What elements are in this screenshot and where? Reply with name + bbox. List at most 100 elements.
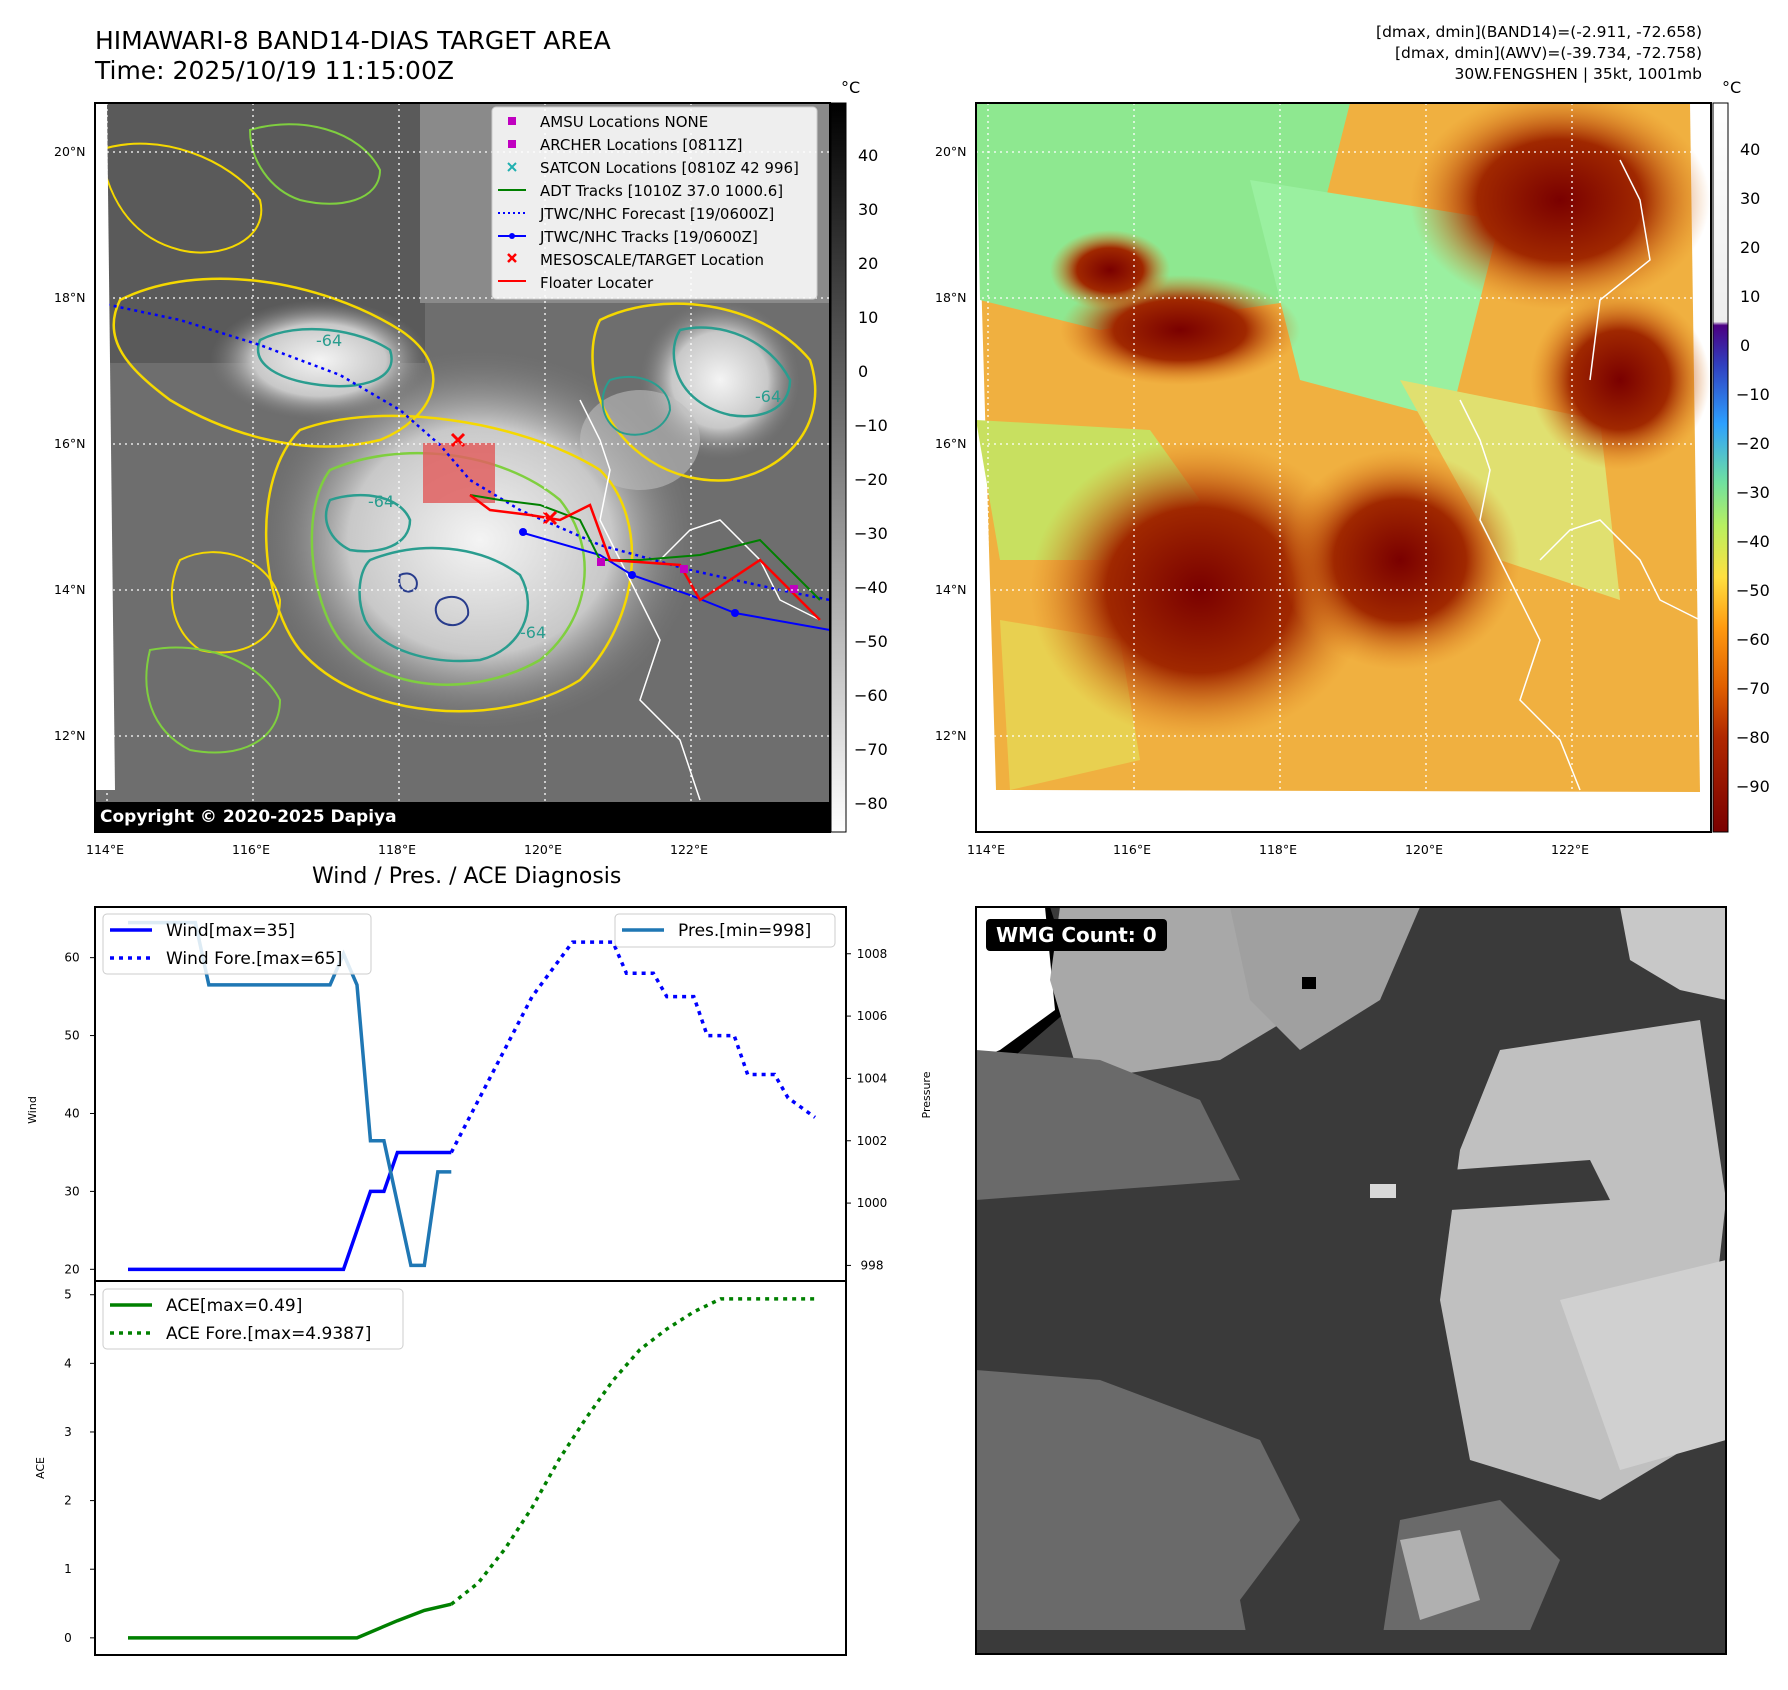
cbar-label: −70: [854, 740, 888, 759]
cbar-label: −40: [1736, 532, 1770, 551]
cbar-label: 40: [858, 146, 879, 165]
lat-label: 12°N: [54, 728, 86, 743]
wind-series-line: [128, 1150, 452, 1272]
lat-label: 14°N: [935, 582, 967, 597]
contour-label: -64: [755, 387, 781, 406]
diagnosis-title: Wind / Pres. / ACE Diagnosis: [312, 864, 622, 889]
left-colorbar-unit: °C: [841, 78, 861, 97]
cbar-label: −10: [854, 416, 888, 435]
color-ir-imagery: [976, 103, 1711, 832]
legend-archer: ARCHER Locations [0811Z]: [540, 136, 743, 154]
wmg-count-badge: WMG Count: 0: [986, 919, 1167, 951]
cbar-label: −60: [854, 686, 888, 705]
lon-label: 118°E: [1259, 842, 1298, 857]
lon-label: 114°E: [86, 842, 125, 857]
target-area: [423, 443, 495, 503]
legend-markers: [498, 117, 526, 282]
ace-series-line: [128, 1602, 452, 1640]
info-awv: [dmax, dmin](AWV)=(-39.734, -72.758): [1395, 44, 1702, 62]
lat-label: 18°N: [935, 290, 967, 305]
cbar-label: −60: [1736, 630, 1770, 649]
ace-tick-label: 4: [64, 1356, 72, 1370]
lat-label: 14°N: [54, 582, 86, 597]
pressure-axis-title: Pressure: [920, 1071, 933, 1118]
lat-label: 20°N: [935, 144, 967, 159]
cbar-label: −30: [1736, 483, 1770, 502]
legend-jtwc-tracks: JTWC/NHC Tracks [19/0600Z]: [539, 228, 758, 246]
cbar-label: 40: [1740, 140, 1761, 159]
legend-ace-fore: ACE Fore.[max=4.9387]: [166, 1324, 371, 1344]
wmg-frame: [975, 906, 1727, 1655]
cbar-label: −10: [1736, 385, 1770, 404]
lon-label: 122°E: [670, 842, 709, 857]
contour-label: -64: [316, 331, 342, 350]
pressure-legend: Pres.[min=998]: [614, 913, 836, 948]
legend-jtwc-forecast: JTWC/NHC Forecast [19/0600Z]: [539, 205, 774, 223]
legend-wind: Wind[max=35]: [166, 921, 295, 941]
lon-label: 120°E: [524, 842, 563, 857]
info-storm: 30W.FENGSHEN | 35kt, 1001mb: [1454, 65, 1703, 83]
right-map-frame: [975, 102, 1712, 833]
jtwc-track-line: [519, 531, 830, 631]
legend-satcon: SATCON Locations [0810Z 42 996]: [540, 159, 799, 177]
cbar-label: 10: [858, 308, 879, 327]
wind-tick-label: 50: [64, 1029, 79, 1043]
cbar-label: −40: [854, 578, 888, 597]
legend-amsu: AMSU Locations NONE: [540, 113, 708, 131]
jtwc-forecast-line: [99, 301, 830, 602]
wind-axis-title: Wind: [26, 1096, 39, 1124]
lat-label: 20°N: [54, 144, 86, 159]
ace-tick-label: 1: [64, 1562, 72, 1576]
cbar-label: 10: [1740, 287, 1761, 306]
lon-label: 120°E: [1405, 842, 1444, 857]
legend-adt: ADT Tracks [1010Z 37.0 1000.6]: [540, 182, 783, 200]
contour-label: -64: [520, 623, 546, 642]
lon-label: 118°E: [378, 842, 417, 857]
left-colorbar: [830, 102, 847, 833]
cbar-label: −20: [1736, 434, 1770, 453]
cbar-label: 30: [858, 200, 879, 219]
left-map-frame: [94, 102, 831, 833]
cbar-label: −80: [854, 794, 888, 813]
ace-frame: [94, 1280, 847, 1656]
wind-forecast-line: [449, 940, 817, 1154]
ace-chart: 0 1 2 3 4 5: [64, 1288, 815, 1645]
cbar-label: −50: [1736, 581, 1770, 600]
info-band14: [dmax, dmin](BAND14)=(-2.911, -72.658): [1376, 23, 1702, 41]
floater-line: [469, 494, 821, 621]
legend-floater: Floater Locater: [540, 274, 654, 292]
cbar-label: 0: [858, 362, 869, 381]
wind-pressure-chart: 20 30 40 50 60 998 1000 1002 1004 1006 1008: [64, 920, 888, 1276]
ace-legend: ACE[max=0.49] ACE Fore.[max=4.9387]: [102, 1288, 404, 1350]
wind-tick-label: 40: [64, 1106, 79, 1120]
ace-tick-label: 5: [64, 1288, 72, 1302]
cbar-label: −80: [1736, 728, 1770, 747]
lon-label: 122°E: [1551, 842, 1590, 857]
cbar-label: 0: [1740, 336, 1751, 355]
pressure-tick-label: 1002: [857, 1134, 888, 1148]
right-colorbar: [1712, 102, 1729, 833]
cbar-label: −30: [854, 524, 888, 543]
storm-info: [dmax, dmin](BAND14)=(-2.911, -72.658) […: [1376, 22, 1702, 85]
wind-tick-label: 20: [64, 1262, 79, 1276]
cbar-label: −90: [1736, 777, 1770, 796]
map-legend: [491, 106, 818, 300]
figure-title: HIMAWARI-8 BAND14-DIAS TARGET AREA: [95, 26, 611, 55]
ace-forecast-line: [450, 1297, 815, 1606]
wmg-panel: [976, 907, 1726, 1654]
pressure-tick-label: 998: [861, 1258, 884, 1272]
figure-time: Time: 2025/10/19 11:15:00Z: [95, 56, 454, 85]
copyright-banner: Copyright © 2020-2025 Dapiya: [94, 802, 830, 832]
lon-label: 114°E: [967, 842, 1006, 857]
cbar-label: 20: [858, 254, 879, 273]
cbar-label: −20: [854, 470, 888, 489]
cbar-label: 20: [1740, 238, 1761, 257]
lat-label: 12°N: [935, 728, 967, 743]
legend-target: MESOSCALE/TARGET Location: [540, 251, 764, 269]
ace-tick-label: 2: [64, 1494, 72, 1508]
cbar-label: −70: [1736, 679, 1770, 698]
ace-tick-label: 3: [64, 1425, 72, 1439]
lat-label: 16°N: [54, 436, 86, 451]
wind-tick-label: 30: [64, 1184, 79, 1198]
